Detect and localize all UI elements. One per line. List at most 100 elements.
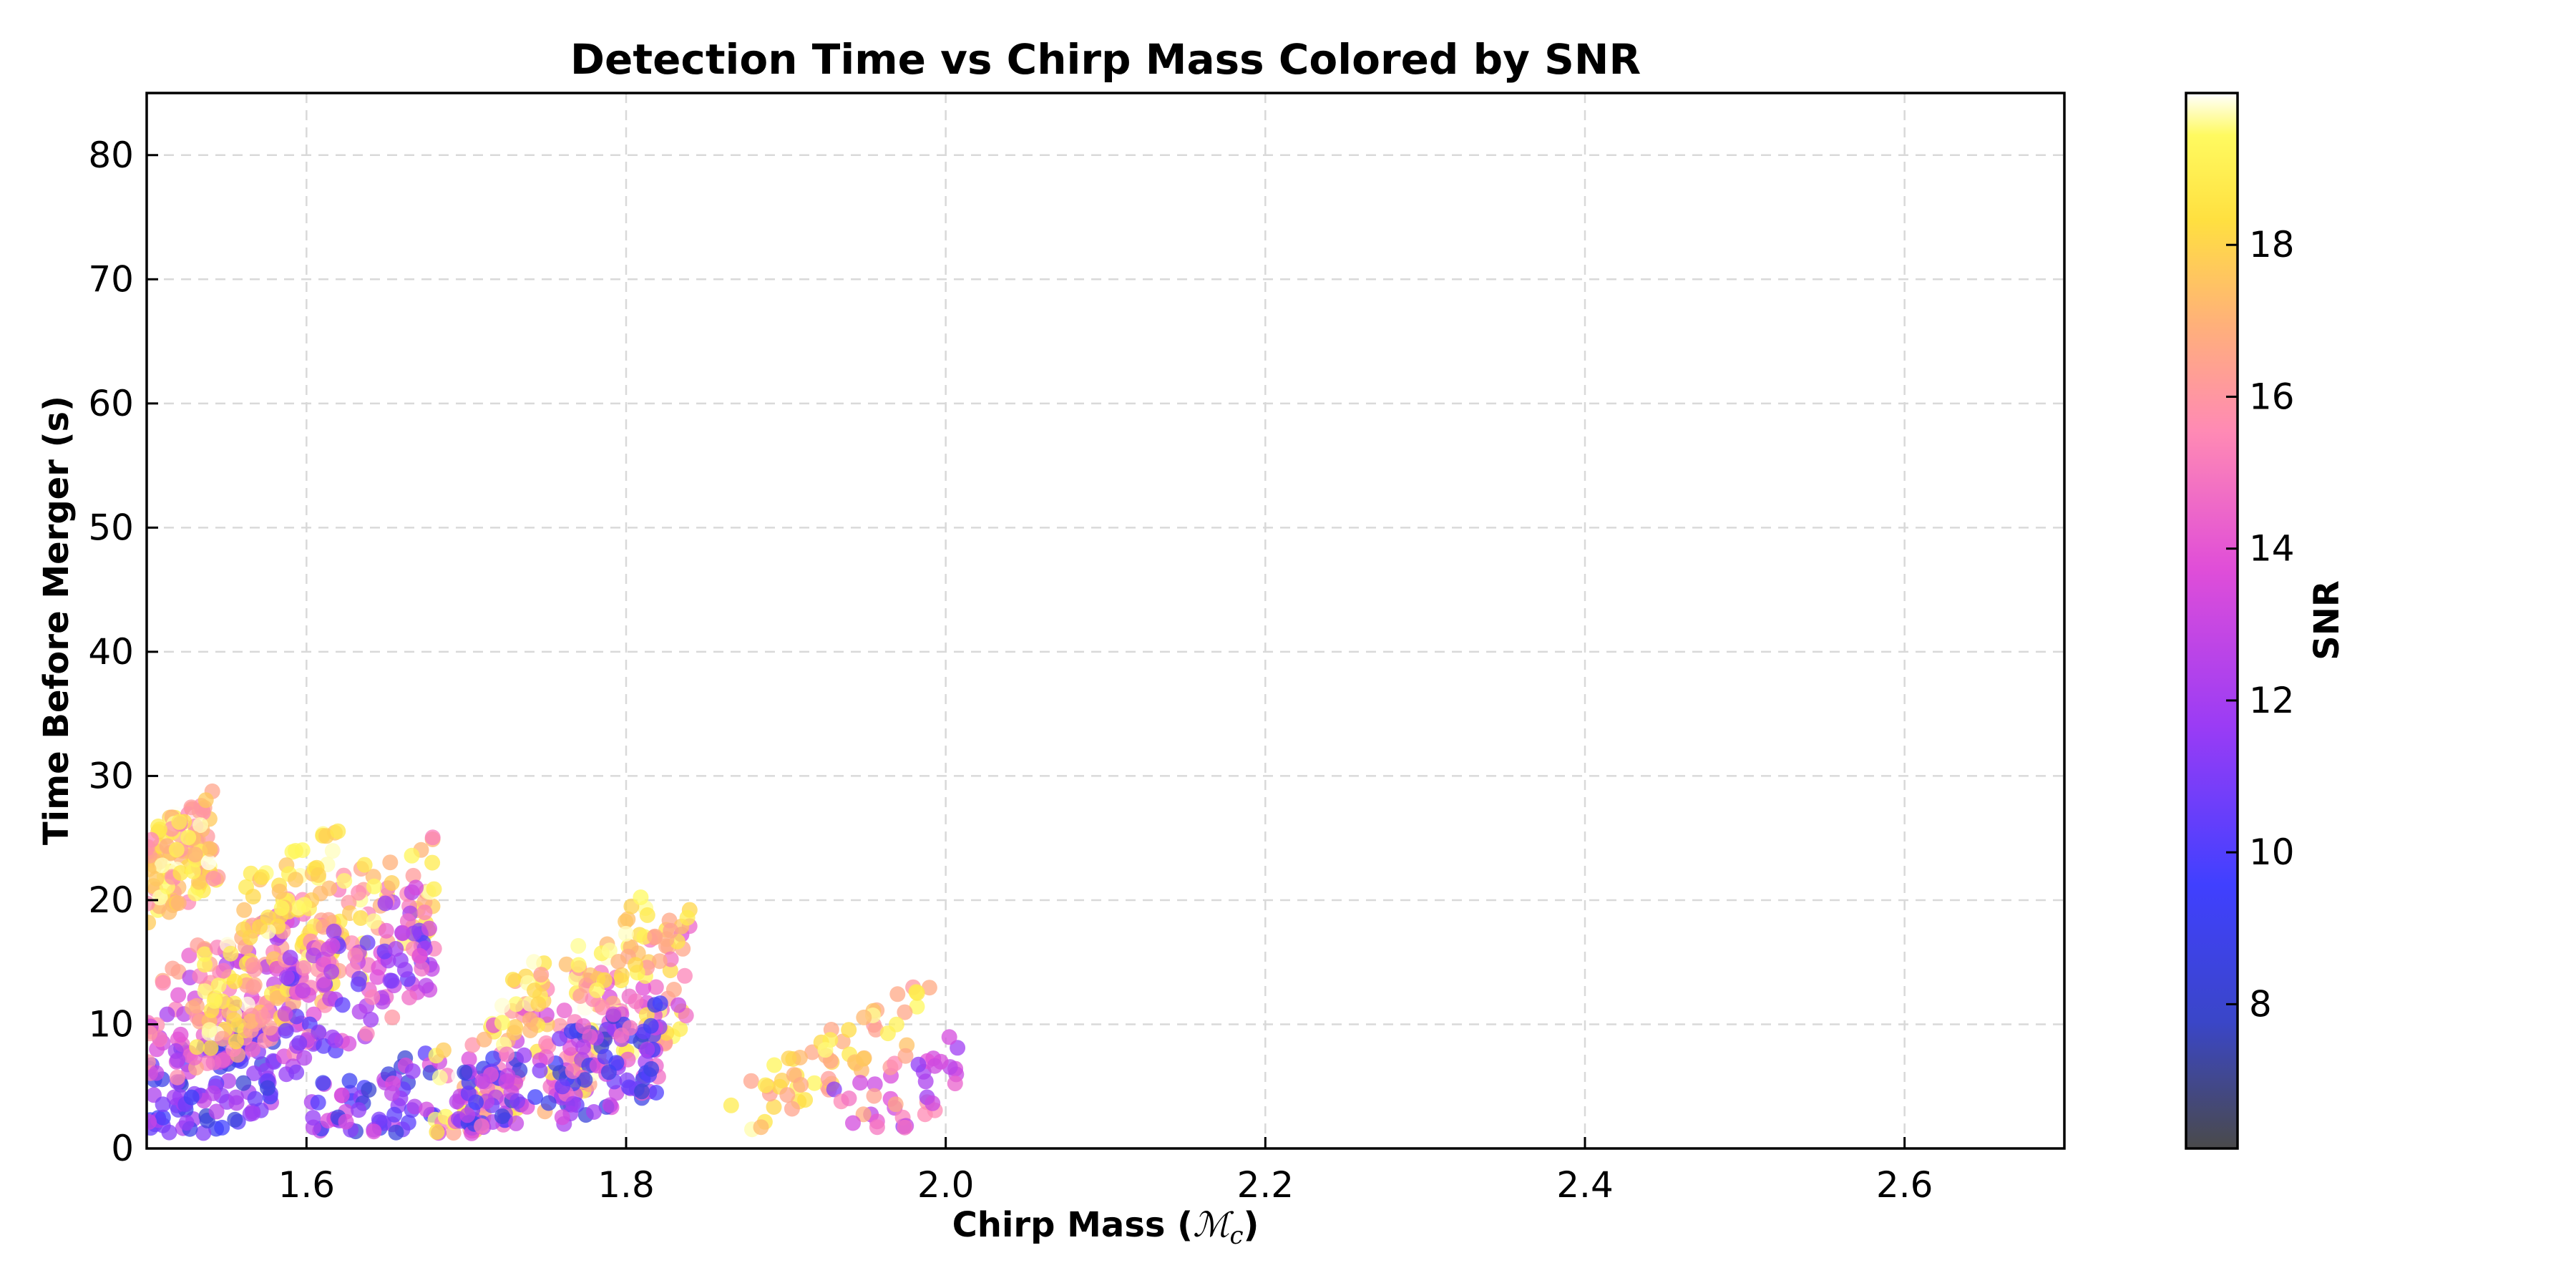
y-tick-label-0: 0 — [111, 1128, 134, 1169]
scatter-point-709 — [404, 1063, 421, 1079]
colorbar-ticks: 8 10 12 14 16 18 — [2226, 224, 2295, 1025]
scatter-point-1214 — [897, 1048, 914, 1064]
scatter-point-111 — [197, 792, 214, 809]
scatter-point-397 — [189, 1039, 205, 1055]
scatter-point-0 — [147, 914, 157, 931]
scatter-point-597 — [363, 1011, 379, 1028]
scatter-point-485 — [206, 992, 223, 1009]
x-tick-label-3: 2.2 — [1237, 1164, 1294, 1206]
scatter-point-1116 — [494, 997, 510, 1014]
scatter-point-442 — [210, 977, 227, 994]
scatter-point-216 — [155, 1109, 171, 1126]
scatter-point-737 — [677, 967, 693, 984]
scatter-point-507 — [255, 1009, 271, 1025]
scatter-point-1017 — [552, 1065, 568, 1081]
scatter-point-1109 — [679, 909, 696, 926]
scatter-point-1027 — [474, 1073, 491, 1089]
scatter-point-720 — [419, 1101, 435, 1118]
scatter-point-707 — [305, 1110, 321, 1126]
scatter-point-104 — [168, 841, 185, 858]
scatter-point-1218 — [910, 1056, 927, 1073]
scatter-point-428 — [404, 847, 420, 864]
scatter-point-105 — [183, 799, 200, 816]
scatter-point-629 — [388, 941, 404, 957]
y-axis-label: Time Before Merger (s) — [36, 396, 77, 845]
scatter-point-726 — [333, 1087, 350, 1103]
scatter-point-119 — [147, 840, 155, 857]
scatter-point-544 — [414, 960, 430, 977]
scatter-point-794 — [662, 962, 678, 979]
scatter-point-505 — [215, 962, 232, 979]
scatter-point-479 — [214, 1030, 230, 1047]
scatter-point-581 — [341, 1035, 357, 1052]
scatter-point-1126 — [723, 1097, 739, 1113]
scatter-point-1056 — [652, 995, 668, 1012]
scatter-point-191 — [220, 1073, 237, 1089]
scatter-point-489 — [245, 979, 262, 995]
scatter-point-185 — [208, 1103, 225, 1120]
scatter-point-795 — [665, 982, 682, 997]
scatter-point-613 — [351, 970, 368, 987]
scatter-point-578 — [384, 972, 400, 989]
scatter-point-1119 — [647, 928, 663, 945]
scatter-point-649 — [321, 880, 338, 897]
scatter-point-112 — [202, 841, 218, 857]
scatter-point-527 — [326, 923, 342, 940]
scatter-point-301 — [172, 1026, 189, 1043]
scatter-point-1215 — [924, 1095, 941, 1111]
scatter-point-696 — [388, 1124, 404, 1141]
scatter-point-622 — [323, 963, 340, 980]
scatter-point-832 — [538, 1007, 555, 1023]
scatter-point-1145 — [766, 1057, 783, 1073]
scatter-point-108 — [170, 895, 187, 912]
y-tick-label-4: 40 — [88, 631, 134, 673]
colorbar — [2185, 92, 2239, 1150]
scatter-point-1176 — [897, 1004, 913, 1020]
scatter-point-1091 — [651, 953, 668, 970]
scatter-point-1033 — [586, 1104, 602, 1120]
scatter-point-1032 — [457, 1064, 473, 1080]
scatter-point-722 — [351, 1102, 367, 1118]
scatter-point-1107 — [570, 957, 587, 973]
scatter-point-611 — [278, 969, 295, 985]
scatter-point-812 — [672, 1021, 688, 1038]
colorbar-tick-label-0: 8 — [2249, 983, 2272, 1025]
colorbar-tick-label-2: 12 — [2249, 680, 2295, 721]
scatter-point-490 — [384, 875, 400, 891]
scatter-point-1202 — [941, 1029, 957, 1045]
scatter-point-109 — [185, 863, 201, 879]
scatter-point-883 — [435, 1042, 452, 1058]
scatter-point-115 — [180, 829, 197, 846]
scatter-point-334 — [215, 1052, 231, 1068]
scatter-point-701 — [341, 1073, 358, 1089]
scatter-point-401 — [269, 990, 286, 1006]
scatter-point-1062 — [570, 937, 587, 954]
scatter-point-661 — [296, 897, 313, 913]
scatter-point-1010 — [494, 1108, 510, 1124]
scatter-point-725 — [338, 1113, 354, 1130]
scatter-point-604 — [296, 1050, 313, 1066]
scatter-point-1190 — [866, 1088, 882, 1104]
scatter-point-1044 — [575, 1018, 592, 1034]
scatter-point-634 — [235, 921, 252, 937]
scatter-point-657 — [273, 900, 290, 917]
scatter-point-570 — [296, 960, 312, 976]
scatter-point-858 — [538, 1035, 555, 1051]
scatter-point-820 — [431, 1069, 448, 1085]
scatter-point-700 — [406, 1098, 423, 1115]
scatter-point-1150 — [806, 1075, 823, 1091]
scatter-point-841 — [635, 980, 652, 996]
scatter-point-116 — [147, 861, 157, 877]
scatter-point-1053 — [474, 1118, 490, 1134]
scatter-point-625 — [401, 990, 418, 1005]
x-axis-label-sub: c — [1229, 1221, 1243, 1250]
scatter-point-1093 — [601, 942, 618, 959]
scatter-point-1168 — [793, 1077, 809, 1093]
scatter-point-628 — [408, 879, 424, 896]
scatter-point-486 — [424, 829, 441, 846]
scatter-point-1023 — [509, 1093, 525, 1109]
scatter-point-447 — [243, 1013, 259, 1030]
scatter-point-619 — [291, 1035, 308, 1051]
scatter-point-592 — [316, 1038, 332, 1054]
